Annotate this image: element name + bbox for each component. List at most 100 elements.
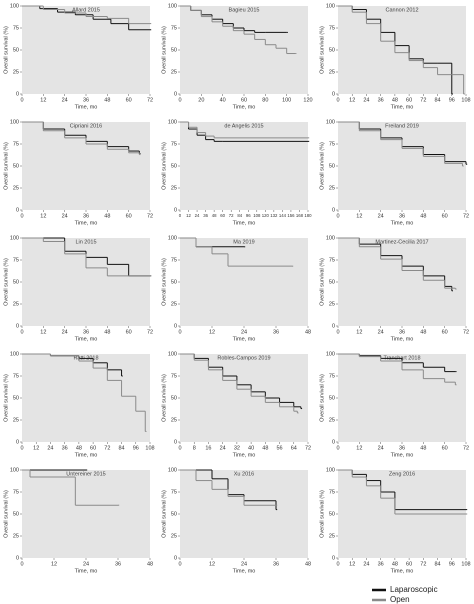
- x-tick-label: 0: [20, 561, 23, 567]
- x-tick-label: 60: [126, 329, 132, 335]
- x-tick-label: 48: [262, 445, 268, 451]
- x-tick-label: 36: [273, 561, 279, 567]
- x-tick-label: 0: [20, 329, 23, 335]
- y-tick-label: 75: [13, 257, 19, 263]
- x-tick-label: 24: [47, 445, 53, 451]
- x-tick-label: 72: [463, 329, 469, 335]
- y-tick-label: 0: [16, 323, 19, 329]
- y-tick-label: 25: [13, 301, 19, 307]
- x-tick-label: 36: [62, 445, 68, 451]
- y-tick-label: 25: [329, 533, 335, 539]
- plot-area: [338, 122, 466, 210]
- x-tick-label: 60: [442, 329, 448, 335]
- x-tick-label: 96: [246, 213, 251, 218]
- x-tick-label: 12: [209, 561, 215, 567]
- y-tick-label: 25: [171, 69, 177, 75]
- plot-area: [180, 238, 308, 326]
- panel-title: Freiland 2019: [385, 123, 419, 129]
- x-tick-label: 108: [253, 213, 261, 218]
- x-tick-label: 48: [420, 445, 426, 451]
- x-axis-label: Time, mo: [75, 220, 98, 226]
- x-tick-label: 24: [378, 329, 384, 335]
- x-axis-label: Time, mo: [391, 568, 414, 574]
- plot-area: [338, 6, 466, 94]
- plot-area: [180, 6, 308, 94]
- plot-area: [180, 470, 308, 558]
- x-tick-label: 108: [461, 561, 470, 567]
- y-axis-label: Overall survival (%): [161, 142, 167, 190]
- y-tick-label: 75: [329, 141, 335, 147]
- x-tick-label: 72: [463, 445, 469, 451]
- panel-title: Lin 2015: [75, 239, 96, 245]
- y-tick-label: 25: [329, 185, 335, 191]
- panel-title: de Angelis 2015: [224, 123, 263, 129]
- x-tick-label: 100: [282, 97, 291, 103]
- x-axis-label: Time, mo: [391, 220, 414, 226]
- x-tick-label: 0: [20, 445, 23, 451]
- x-axis-label: Time, mo: [75, 336, 98, 342]
- x-tick-label: 36: [115, 561, 121, 567]
- y-axis-label: Overall survival (%): [319, 142, 325, 190]
- y-tick-label: 100: [168, 235, 177, 241]
- x-tick-label: 72: [420, 561, 426, 567]
- x-tick-label: 36: [203, 213, 208, 218]
- y-tick-label: 50: [329, 279, 335, 285]
- y-tick-label: 0: [174, 91, 177, 97]
- x-tick-label: 48: [392, 561, 398, 567]
- x-tick-label: 156: [287, 213, 295, 218]
- y-tick-label: 100: [10, 351, 19, 357]
- x-tick-label: 108: [461, 97, 470, 103]
- y-tick-label: 75: [171, 141, 177, 147]
- y-tick-label: 0: [16, 439, 19, 445]
- y-tick-label: 25: [171, 301, 177, 307]
- x-tick-label: 48: [104, 329, 110, 335]
- x-tick-label: 96: [449, 97, 455, 103]
- x-tick-label: 12: [186, 213, 191, 218]
- y-tick-label: 0: [332, 323, 335, 329]
- y-tick-label: 0: [16, 207, 19, 213]
- x-tick-label: 60: [442, 213, 448, 219]
- panel-title: Martinez-Cecilia 2017: [375, 239, 428, 245]
- panel-title: Robles-Campos 2019: [217, 355, 270, 361]
- x-tick-label: 24: [62, 213, 68, 219]
- x-tick-label: 60: [126, 97, 132, 103]
- x-tick-label: 0: [178, 97, 181, 103]
- x-tick-label: 0: [20, 97, 23, 103]
- x-tick-label: 36: [399, 329, 405, 335]
- x-tick-label: 84: [434, 97, 440, 103]
- y-tick-label: 50: [13, 395, 19, 401]
- y-tick-label: 100: [10, 119, 19, 125]
- y-axis-label: Overall survival (%): [3, 490, 9, 538]
- x-tick-label: 48: [392, 97, 398, 103]
- y-tick-label: 50: [171, 395, 177, 401]
- x-tick-label: 0: [336, 445, 339, 451]
- x-tick-label: 84: [434, 561, 440, 567]
- x-tick-label: 16: [205, 445, 211, 451]
- y-tick-label: 50: [329, 395, 335, 401]
- y-tick-label: 0: [174, 439, 177, 445]
- y-tick-label: 100: [326, 467, 335, 473]
- x-tick-label: 0: [178, 329, 181, 335]
- x-tick-label: 80: [262, 97, 268, 103]
- x-axis-label: Time, mo: [233, 452, 256, 458]
- y-axis-label: Overall survival (%): [161, 26, 167, 74]
- x-axis-label: Time, mo: [391, 452, 414, 458]
- x-tick-label: 36: [378, 97, 384, 103]
- x-axis-label: Time, mo: [75, 568, 98, 574]
- y-tick-label: 100: [10, 3, 19, 9]
- x-axis-label: Time, mo: [233, 568, 256, 574]
- x-tick-label: 36: [399, 445, 405, 451]
- x-tick-label: 60: [406, 97, 412, 103]
- panel-title: Zeng 2016: [389, 471, 415, 477]
- x-tick-label: 12: [40, 213, 46, 219]
- x-tick-label: 24: [363, 97, 369, 103]
- x-tick-label: 48: [212, 213, 217, 218]
- y-tick-label: 50: [13, 279, 19, 285]
- x-tick-label: 96: [449, 561, 455, 567]
- y-axis-label: Overall survival (%): [3, 26, 9, 74]
- x-tick-label: 36: [83, 329, 89, 335]
- x-tick-label: 24: [378, 213, 384, 219]
- y-tick-label: 75: [13, 489, 19, 495]
- y-tick-label: 25: [171, 417, 177, 423]
- x-tick-label: 108: [145, 445, 154, 451]
